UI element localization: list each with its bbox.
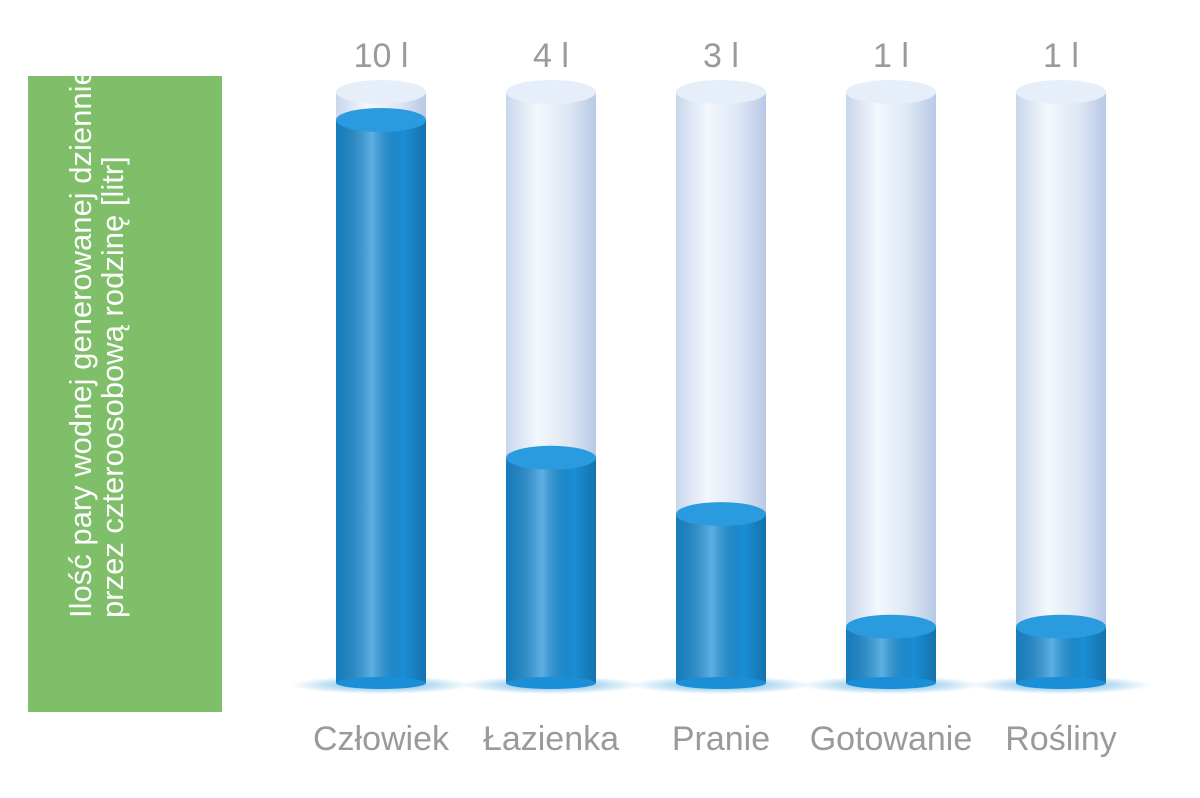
tube-cap — [1016, 80, 1106, 104]
tube-cap — [336, 80, 426, 104]
bar-base — [1016, 677, 1106, 689]
bar-shine — [336, 120, 426, 683]
bar-base — [846, 677, 936, 689]
value-label: 3 l — [703, 37, 739, 75]
bar-base — [676, 677, 766, 689]
tube-cap — [506, 80, 596, 104]
bar-shine — [676, 514, 766, 683]
bar-shine — [506, 457, 596, 683]
value-label: 10 l — [354, 37, 409, 75]
value-label: 4 l — [533, 37, 569, 75]
bar-cap — [1016, 614, 1106, 639]
bar-base — [336, 677, 426, 689]
x-tick-label: Łazienka — [483, 720, 619, 758]
value-label: 1 l — [873, 37, 909, 75]
tube-cap — [676, 80, 766, 104]
x-tick-label: Rośliny — [1005, 720, 1116, 758]
bar-cap — [676, 502, 766, 527]
bar-cap — [506, 445, 596, 470]
bar-cap — [846, 614, 936, 639]
value-label: 1 l — [1043, 37, 1079, 75]
tube-cap — [846, 80, 936, 104]
tube — [1016, 92, 1106, 683]
tube — [846, 92, 936, 683]
x-tick-label: Gotowanie — [810, 720, 973, 758]
bar-base — [506, 677, 596, 689]
bar-cap — [336, 108, 426, 132]
y-label-box — [28, 76, 222, 712]
x-tick-label: Pranie — [672, 720, 770, 758]
x-tick-label: Człowiek — [313, 720, 450, 758]
